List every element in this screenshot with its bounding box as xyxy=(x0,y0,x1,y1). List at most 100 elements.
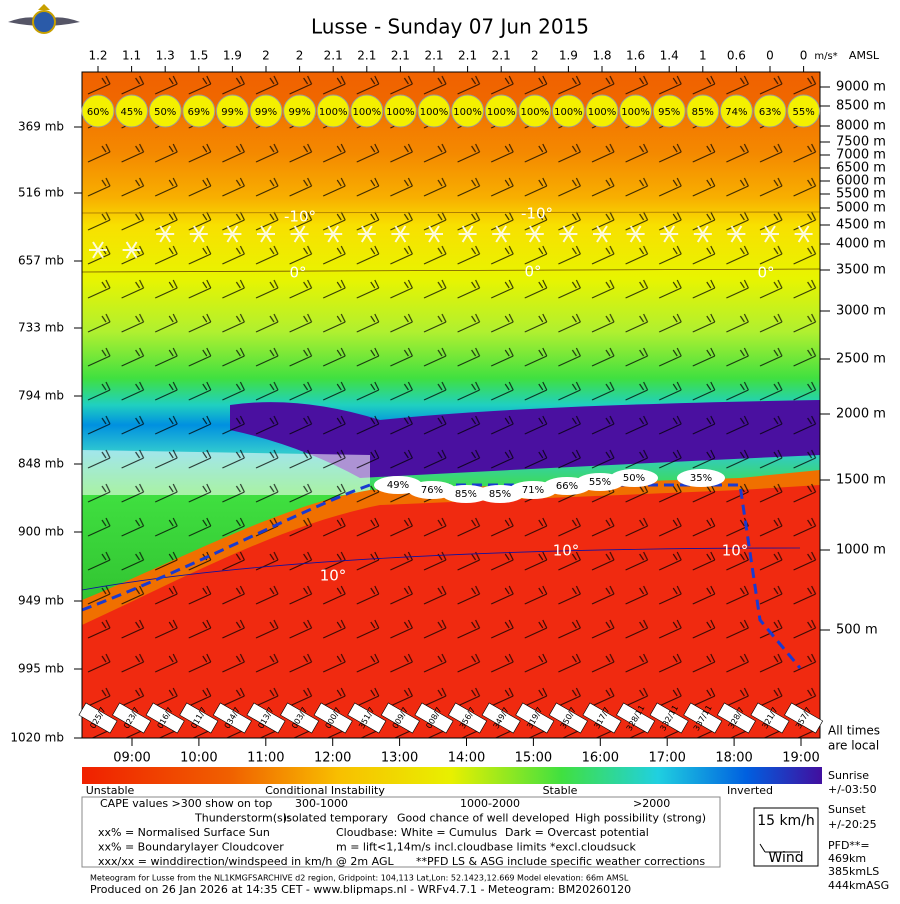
surface-sun: 100% xyxy=(453,107,482,118)
legend-text: **PFD LS & ASG include specific weather … xyxy=(416,855,705,868)
sun-disc xyxy=(148,94,182,128)
thermal-strength: 2.1 xyxy=(492,49,511,63)
legend-text: xx% = Normalised Surface Sun xyxy=(98,826,270,839)
sun-disc xyxy=(518,94,552,128)
surface-sun: 69% xyxy=(188,107,210,118)
top-unit: m/s* xyxy=(814,51,837,62)
sun-disc xyxy=(316,94,350,128)
snowflake xyxy=(257,225,275,243)
surface-sun: 99% xyxy=(288,107,310,118)
time-label: 14:00 xyxy=(448,751,485,766)
cloudcover: 55% xyxy=(589,477,611,488)
note: are local xyxy=(828,739,879,753)
surface-sun: 100% xyxy=(319,107,348,118)
altitude-label: 2000 m xyxy=(836,407,886,422)
time-label: 18:00 xyxy=(715,751,752,766)
thermal-strength: 1 xyxy=(699,49,707,63)
pressure-label: 1020 mb xyxy=(10,731,64,745)
sun-disc xyxy=(551,94,585,128)
snowflake xyxy=(492,225,511,243)
pfd: PFD**= xyxy=(828,839,870,852)
cloudcover: 76% xyxy=(421,485,443,496)
sun-disc xyxy=(182,94,216,128)
thermal-strength: 2.1 xyxy=(391,49,410,63)
altitude-label: 4500 m xyxy=(836,218,886,233)
surface-sun: 100% xyxy=(420,107,449,118)
snowflake xyxy=(357,225,376,243)
sun-disc xyxy=(417,94,451,128)
wind-label-box xyxy=(582,702,622,734)
snowflake xyxy=(626,225,645,243)
time-label: 17:00 xyxy=(648,751,685,766)
wind-label-box xyxy=(212,702,252,734)
snowflake xyxy=(189,225,208,243)
legend-box xyxy=(81,796,721,868)
sun-disc xyxy=(283,94,317,128)
time-label: 15:00 xyxy=(515,751,552,766)
wind-label-box xyxy=(716,702,756,734)
snowflake xyxy=(761,225,779,243)
surface-sun: 100% xyxy=(588,107,617,118)
thermal-strength: 2.1 xyxy=(458,49,477,63)
cloudcover: 85% xyxy=(489,489,511,500)
pressure-label: 369 mb xyxy=(18,120,64,134)
sun-disc xyxy=(619,94,653,128)
wind-label-box xyxy=(784,702,824,734)
altitude-label: 2500 m xyxy=(836,352,886,367)
cloudcover: 35% xyxy=(690,473,712,484)
legend-text: Thunderstorm(s): xyxy=(194,812,291,825)
surface-sun: 100% xyxy=(521,107,550,118)
pressure-label: 733 mb xyxy=(18,321,64,335)
right-unit: AMSL xyxy=(849,49,880,62)
scale-end xyxy=(820,767,822,784)
isotherm-label: 0° xyxy=(289,264,306,282)
snowflake xyxy=(290,225,309,243)
sun-disc xyxy=(787,94,821,128)
surface-sun: 100% xyxy=(386,107,415,118)
thermal-strength: 1.9 xyxy=(223,49,242,63)
thermal-strength: 1.2 xyxy=(88,49,107,63)
altitude-label: 8000 m xyxy=(836,119,886,134)
sun-disc xyxy=(249,94,283,128)
sun-disc xyxy=(451,94,485,128)
surface-sun: 60% xyxy=(87,107,109,118)
cloudcover: 71% xyxy=(522,485,544,496)
pressure-label: 848 mb xyxy=(18,457,64,471)
time-label: 16:00 xyxy=(582,751,619,766)
sun-disc xyxy=(652,94,686,128)
sun-disc xyxy=(719,94,753,128)
legend-text: Isolated temporary xyxy=(283,812,388,825)
scale-label: Inverted xyxy=(727,784,773,797)
surface-sun: 100% xyxy=(353,107,382,118)
wind-label-box xyxy=(548,702,588,734)
pfd: 444kmASG xyxy=(828,879,889,892)
sun-disc xyxy=(115,94,149,128)
scale-label: Stable xyxy=(543,784,578,797)
plot-area xyxy=(81,71,821,739)
isotherm-label: 10° xyxy=(553,542,580,560)
altitude-label: 9000 m xyxy=(836,80,886,95)
legend-text: xx% = Boundarylayer Cloudcover xyxy=(98,841,284,854)
wind-label-box xyxy=(481,702,521,734)
snowflake xyxy=(794,225,813,243)
scale-label: Conditional Instability xyxy=(265,784,385,797)
snowflake xyxy=(391,225,410,243)
wind-label-box xyxy=(683,702,723,734)
legend-text: >2000 xyxy=(633,797,670,810)
legend-text: High possibility (strong) xyxy=(575,812,706,825)
snowflake xyxy=(660,225,679,243)
thermal-strength: 0.6 xyxy=(727,49,746,63)
sun-disc xyxy=(350,94,384,128)
legend-text: Dark = Overcast potential xyxy=(505,826,649,839)
surface-sun: 99% xyxy=(255,107,277,118)
time-label: 12:00 xyxy=(314,751,351,766)
pressure-label: 657 mb xyxy=(18,254,64,268)
snowflake xyxy=(156,225,175,243)
surface-sun: 50% xyxy=(154,107,176,118)
wind-label-box xyxy=(515,702,555,734)
sun-disc xyxy=(215,94,249,128)
thermal-strength: 1.9 xyxy=(559,49,578,63)
legend-text: CAPE values >300 show on top xyxy=(100,797,272,810)
thermal-strength: 1.8 xyxy=(592,49,611,63)
